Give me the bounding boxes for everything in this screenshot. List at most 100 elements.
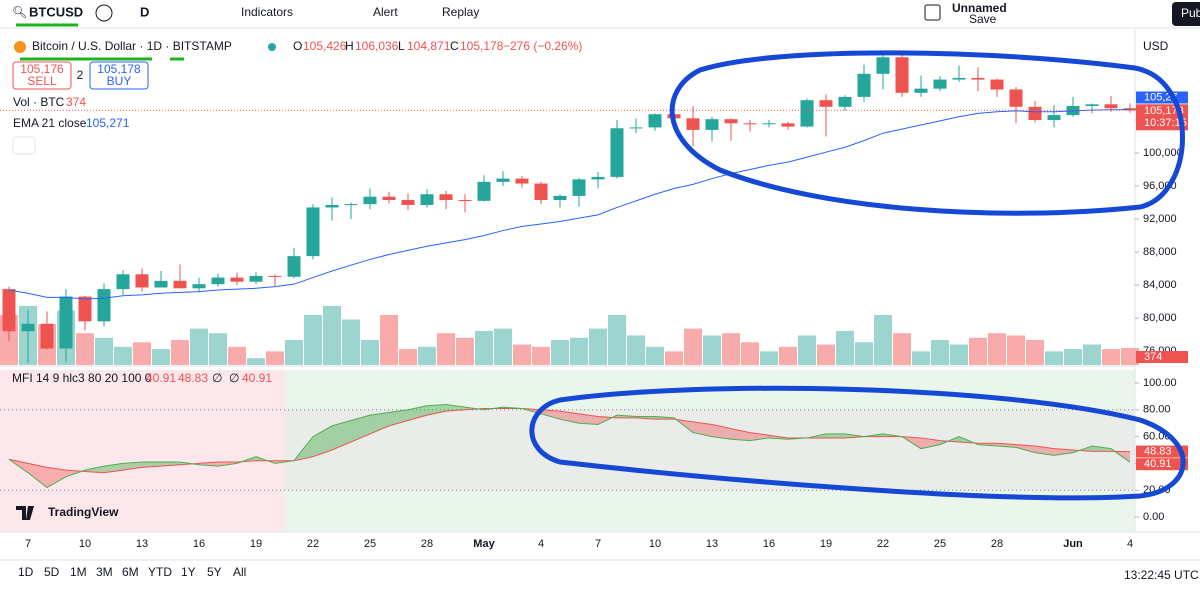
date-label: 4	[538, 538, 544, 550]
collapse-button[interactable]	[12, 136, 36, 155]
volume-bar	[76, 333, 94, 365]
mfi-fill	[370, 412, 389, 434]
layout-name[interactable]: Unnamed	[952, 1, 1007, 15]
range-button[interactable]: 1M	[70, 565, 87, 579]
change: −276 (−0.26%)	[503, 39, 582, 53]
candle-body	[192, 284, 206, 289]
volume-bar	[779, 346, 797, 365]
candle-body	[439, 194, 453, 201]
mfi-fill	[1054, 448, 1073, 456]
publish[interactable]: Pub	[1181, 6, 1200, 20]
buy[interactable]: BUY	[107, 74, 132, 88]
range-button[interactable]: 5Y	[207, 565, 222, 579]
volume-bar	[266, 351, 284, 365]
date-label: 7	[595, 538, 601, 550]
layout-icon[interactable]	[924, 4, 941, 21]
mfi-tag-bg	[1136, 445, 1188, 458]
candle-body	[135, 274, 149, 288]
candle-body	[990, 79, 1004, 90]
range-button[interactable]: All	[233, 565, 246, 579]
save[interactable]: Save	[969, 12, 997, 26]
currency[interactable]: USD	[1143, 39, 1169, 53]
date-label: 13	[136, 538, 148, 550]
volume-bar	[1045, 351, 1063, 365]
candle-body	[553, 195, 567, 201]
search-icon[interactable]: 🔍︎	[12, 5, 27, 19]
volume-bar	[798, 335, 816, 365]
candle-body	[933, 79, 947, 89]
date-label: 16	[763, 538, 775, 550]
publish-button[interactable]	[1172, 2, 1200, 26]
price-tick-label: 92,000	[1143, 213, 1177, 225]
candle-body	[1009, 89, 1023, 107]
candle-body	[363, 196, 377, 205]
candle-body	[78, 296, 92, 322]
sell-button[interactable]	[12, 61, 72, 90]
range-button[interactable]: 3M	[96, 565, 113, 579]
h-label: H	[345, 39, 354, 53]
volume-bar	[171, 340, 189, 365]
indicators[interactable]: Indicators	[241, 5, 293, 19]
replay[interactable]: Replay	[442, 5, 479, 19]
candle-body	[838, 96, 852, 107]
volume-bar	[247, 358, 265, 365]
volume-bar	[342, 319, 360, 365]
volume-bar	[494, 328, 512, 365]
price-tick-label: 100,000	[1143, 147, 1183, 159]
c-value: 105,178	[460, 39, 504, 53]
mfi-tag-bg	[1136, 458, 1188, 471]
candle-body	[173, 280, 187, 289]
candle-body	[154, 280, 168, 288]
ema-line	[8, 109, 1131, 300]
volume-bar	[988, 333, 1006, 365]
alert[interactable]: Alert	[373, 5, 398, 19]
range-button[interactable]: YTD	[148, 565, 172, 579]
volume-bar	[627, 335, 645, 365]
volume-bar	[304, 315, 322, 365]
l-value: 104,871	[407, 39, 451, 53]
volume-bar	[95, 337, 113, 365]
legend-title: Bitcoin / U.S. Dollar · 1D · BITSTAMP	[32, 39, 232, 53]
candle-body	[895, 57, 909, 93]
btc-icon	[14, 41, 26, 53]
c-label: C	[450, 39, 459, 53]
sell-price[interactable]: 105,176	[20, 62, 64, 76]
volume-bar	[836, 330, 854, 365]
volume-bar	[703, 335, 721, 365]
interval[interactable]: D	[140, 4, 149, 19]
date-label: 10	[79, 538, 91, 550]
candle-body	[762, 123, 776, 125]
symbol[interactable]: BTCUSD	[29, 4, 83, 19]
volume-bar	[1083, 344, 1101, 365]
clock: 13:22:45 UTC	[1124, 568, 1199, 582]
volume-bar	[722, 333, 740, 365]
buy-price[interactable]: 105,178	[97, 62, 141, 76]
price-tag: 105,178	[1144, 105, 1184, 117]
candle-body	[857, 73, 871, 97]
volume-tag-bg	[1136, 351, 1188, 363]
volume-bar	[361, 340, 379, 365]
mfi-v1: 40.91	[146, 371, 176, 385]
sell[interactable]: SELL	[27, 74, 57, 88]
mfi-fill	[28, 463, 47, 488]
candle-body	[724, 119, 738, 124]
range-button[interactable]: 6M	[122, 565, 139, 579]
user-ellipse	[669, 50, 1185, 216]
volume-bar	[133, 342, 151, 365]
range-button[interactable]: 1D	[18, 565, 34, 579]
candle-body	[211, 277, 225, 285]
add-symbol[interactable]	[95, 4, 113, 22]
mfi-fill	[313, 425, 332, 457]
buy-button[interactable]	[89, 61, 149, 90]
candle-body	[230, 277, 244, 282]
candle-body	[819, 100, 833, 107]
volume-bar	[380, 315, 398, 365]
candle-body	[40, 323, 54, 349]
range-button[interactable]: 5D	[44, 565, 60, 579]
volume-bar	[589, 328, 607, 365]
candle-body	[743, 123, 757, 125]
range-button[interactable]: 1Y	[181, 565, 196, 579]
mfi-tag: 48.83	[1144, 445, 1172, 457]
ema-label: EMA 21 close	[13, 116, 87, 130]
date-label: 10	[649, 538, 661, 550]
